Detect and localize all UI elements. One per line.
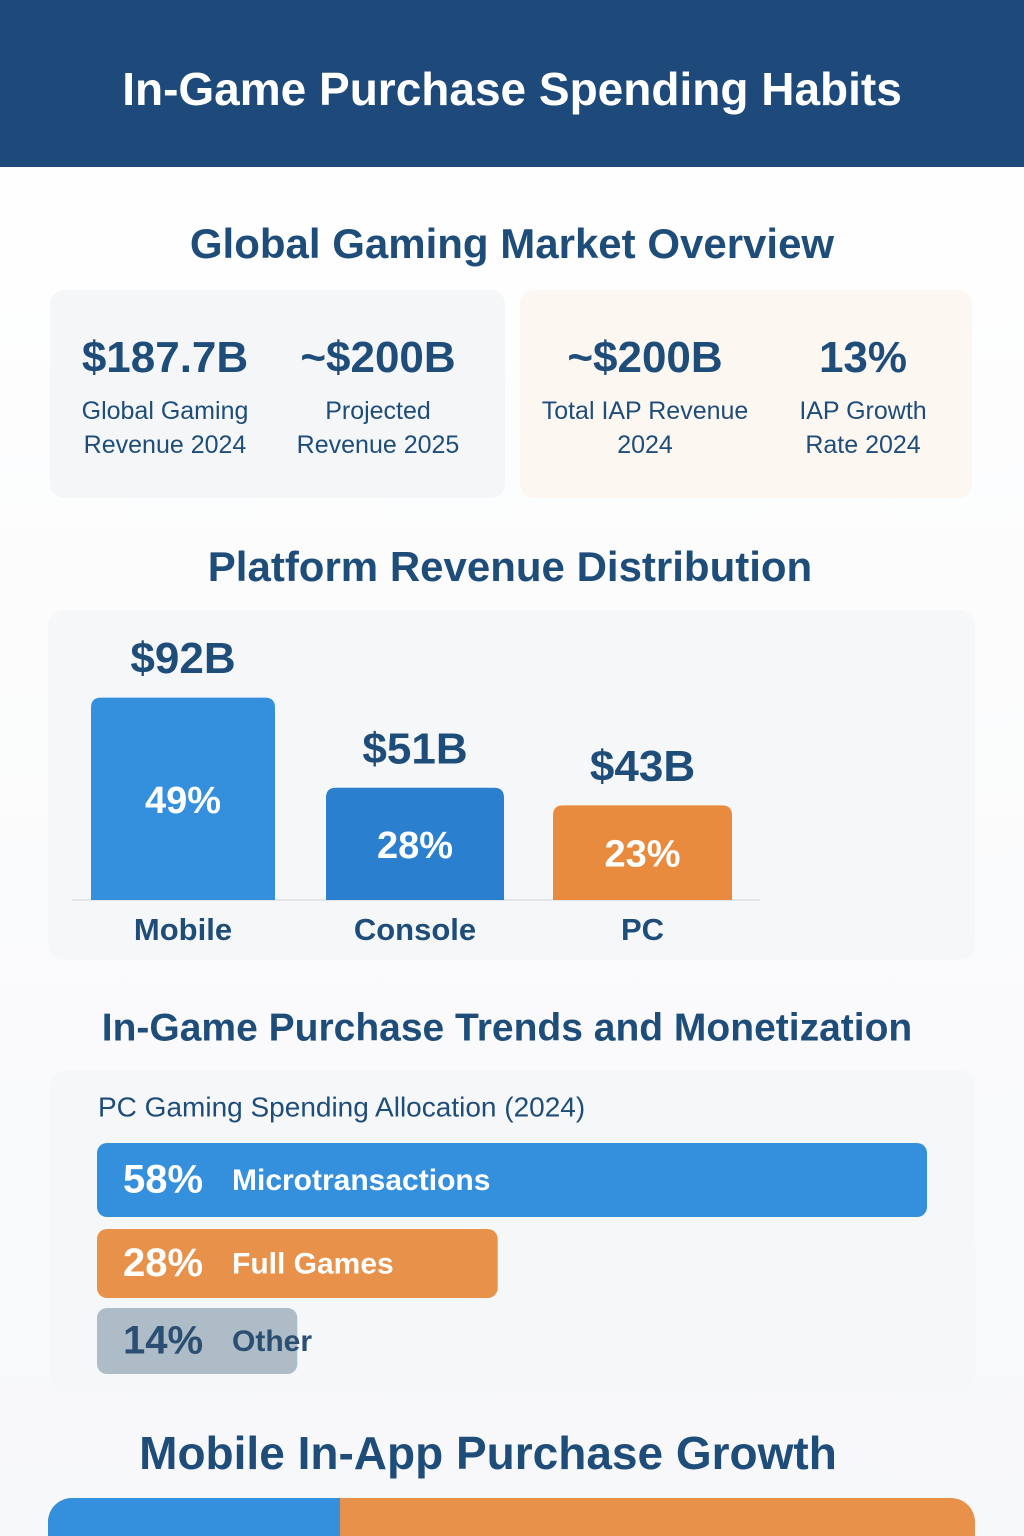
section-title: In-Game Purchase Trends and Monetization — [102, 1006, 913, 1049]
stat-label: Total IAP Revenue 2024 — [541, 397, 749, 459]
share-label: 49% — [145, 780, 221, 822]
value-label: $43B — [590, 742, 695, 791]
bar — [553, 805, 732, 900]
stat-value: $187.7B — [81, 333, 249, 382]
stat: $187.7B Global Gaming Revenue 2024 — [60, 336, 270, 462]
stat: ~$200B Total IAP Revenue 2024 — [540, 336, 750, 462]
bar — [97, 1229, 498, 1298]
value-label: $51B — [362, 724, 467, 773]
stats-panel — [520, 290, 972, 498]
value-label: 28% — [123, 1241, 203, 1285]
value-label: 58% — [123, 1158, 203, 1202]
stat: ~$200B Projected Revenue 2025 — [273, 336, 483, 462]
share-label: 23% — [604, 834, 680, 876]
stat-value: ~$200B — [300, 333, 456, 382]
stats-panel — [50, 290, 505, 498]
value-label: 14% — [123, 1319, 203, 1363]
section-title: Platform Revenue Distribution — [208, 543, 812, 590]
stat: 13% IAP Growth Rate 2024 — [758, 336, 968, 462]
category-label: Microtransactions — [232, 1164, 490, 1197]
growth-bar-segment — [48, 1498, 340, 1536]
stat-value: 13% — [818, 333, 908, 382]
category-label: Mobile — [134, 912, 232, 947]
share-label: 28% — [377, 825, 453, 867]
header-bar — [0, 0, 1024, 167]
bar — [97, 1308, 298, 1374]
stat-label: IAP Growth Rate 2024 — [799, 397, 927, 459]
category-label: PC — [621, 912, 664, 947]
page-title: In-Game Purchase Spending Habits — [122, 63, 902, 115]
chart-panel — [48, 610, 975, 960]
stat-label: Projected Revenue 2025 — [296, 397, 460, 459]
category-label: Full Games — [232, 1247, 394, 1280]
category-label: Console — [354, 912, 476, 947]
chart-subtitle: PC Gaming Spending Allocation (2024) — [98, 1091, 585, 1122]
category-label: Other — [232, 1325, 312, 1358]
stat-value: ~$200B — [567, 333, 723, 382]
section-title: Mobile In-App Purchase Growth — [139, 1427, 837, 1479]
bar — [97, 1143, 927, 1217]
bar — [326, 787, 504, 900]
value-label: $92B — [130, 634, 235, 683]
bar — [91, 697, 275, 900]
section-title: Global Gaming Market Overview — [190, 220, 835, 267]
stat-label: Global Gaming Revenue 2024 — [81, 397, 249, 459]
